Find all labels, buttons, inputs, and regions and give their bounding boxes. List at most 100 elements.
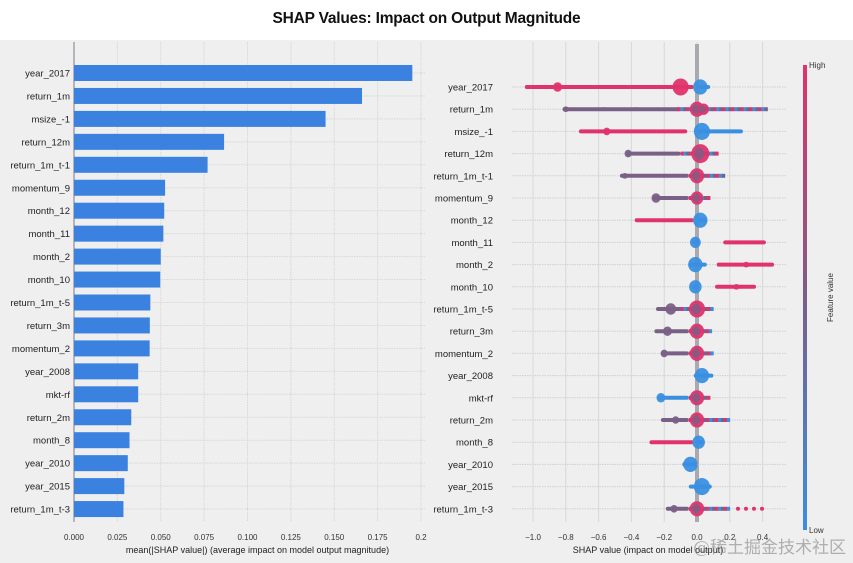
swarm-cluster (692, 348, 700, 359)
bar (74, 202, 165, 219)
swarm-cluster (694, 147, 705, 160)
x-tick-label: 0.125 (281, 533, 302, 542)
swarm-cluster (651, 193, 661, 203)
swarm-cluster (661, 151, 668, 156)
swarm-band (718, 173, 723, 178)
swarm-cluster (688, 257, 703, 273)
x-tick-label: 0.150 (324, 533, 345, 542)
swarm-band (710, 351, 714, 356)
y-tick-label: mkt-rf (469, 393, 494, 404)
bar (74, 65, 413, 81)
bar (74, 317, 150, 334)
bar (74, 478, 125, 495)
x-tick-label: 0.2 (724, 533, 736, 542)
y-tick-label: month_10 (451, 282, 493, 293)
swarm-band (649, 440, 694, 445)
swarm-band (703, 329, 707, 334)
swarm-band (728, 107, 732, 112)
swarm-band (764, 107, 768, 112)
swarm-band (709, 173, 714, 178)
swarm-cluster (692, 171, 700, 181)
y-tick-label: month_11 (28, 229, 70, 240)
swarm-band (683, 151, 687, 156)
x-tick-label: 0.075 (194, 533, 215, 542)
y-tick-label: return_12m (21, 137, 70, 148)
swarm-cluster (693, 122, 711, 140)
swarm-band (634, 218, 694, 223)
swarm-band (709, 506, 713, 511)
bar (74, 294, 151, 311)
swarm-band (706, 173, 711, 178)
swarm-band (706, 418, 710, 422)
swarm-band (680, 151, 684, 156)
bar (74, 156, 208, 173)
swarm-cluster (672, 416, 680, 424)
swarm-cluster (689, 236, 701, 249)
swarm-band (722, 107, 726, 112)
swarm-band (524, 85, 694, 89)
x-tick-label: 0.050 (151, 533, 172, 542)
x-tick-label: 0.000 (64, 533, 85, 542)
swarm-dot (744, 506, 748, 511)
x-tick-label: 0.2 (415, 533, 427, 542)
swarm-cluster (694, 368, 710, 384)
swarm-band (721, 418, 725, 422)
swarm-cluster (600, 107, 607, 112)
swarm-band (708, 329, 713, 334)
swarm-band (731, 107, 735, 112)
swarm-band (689, 151, 693, 156)
swarm-cluster (693, 212, 708, 228)
swarm-cluster (692, 193, 700, 203)
swarm-cluster (692, 435, 705, 449)
swarm-band (683, 307, 687, 311)
swarm-band (626, 151, 681, 156)
y-tick-label: month_12 (451, 216, 493, 227)
x-tick-label: −1.0 (525, 533, 541, 542)
swarm-band (723, 418, 728, 422)
swarm-band (686, 107, 690, 112)
swarm-cluster (692, 393, 700, 403)
y-tick-label: month_2 (33, 252, 70, 263)
swarm-band (578, 129, 688, 134)
y-tick-label: momentum_2 (435, 349, 493, 360)
y-tick-label: year_2008 (448, 371, 493, 382)
y-tick-label: return_1m (450, 105, 493, 116)
swarm-band (718, 418, 722, 422)
swarm-band (706, 329, 710, 334)
swarm-band (707, 196, 711, 200)
bar (74, 110, 326, 127)
swarm-band (562, 107, 681, 112)
y-tick-label: return_1m_t-5 (10, 298, 70, 309)
swarm-band (737, 107, 741, 112)
figure-panel: 0.000 0.025 0.050 0.075 0.100 0.125 0.150 0.175… (0, 40, 853, 563)
swarm-band (707, 307, 711, 311)
x-tick-label: 0.025 (107, 533, 128, 542)
swarm-band (710, 107, 714, 112)
y-tick-label: return_1m (27, 91, 70, 102)
swarm-band (710, 307, 714, 311)
swarm-band (652, 196, 689, 200)
swarm-band (707, 395, 711, 400)
swarm-dot (760, 506, 764, 511)
bar (74, 386, 139, 403)
y-tick-label: return_2m (27, 413, 70, 424)
swarm-band (703, 418, 707, 422)
swarm-cluster (644, 219, 651, 222)
y-tick-label: year_2017 (448, 83, 493, 94)
bar (74, 455, 128, 472)
y-tick-label: momentum_9 (12, 183, 70, 194)
y-tick-label: month_11 (451, 238, 493, 249)
x-tick-label: 0.100 (237, 533, 258, 542)
y-tick-label: year_2010 (25, 459, 70, 470)
y-tick-label: return_2m (450, 416, 493, 427)
swarm-cluster (672, 78, 689, 96)
swarm-cluster (735, 240, 741, 245)
swarm-cluster (692, 504, 700, 514)
bar (74, 501, 124, 518)
swarm-band (683, 107, 687, 112)
swarm-band (706, 506, 710, 511)
bar (74, 133, 225, 150)
swarm-cluster (553, 82, 563, 92)
swarm-band (677, 107, 681, 112)
swarm-cluster (665, 303, 677, 315)
